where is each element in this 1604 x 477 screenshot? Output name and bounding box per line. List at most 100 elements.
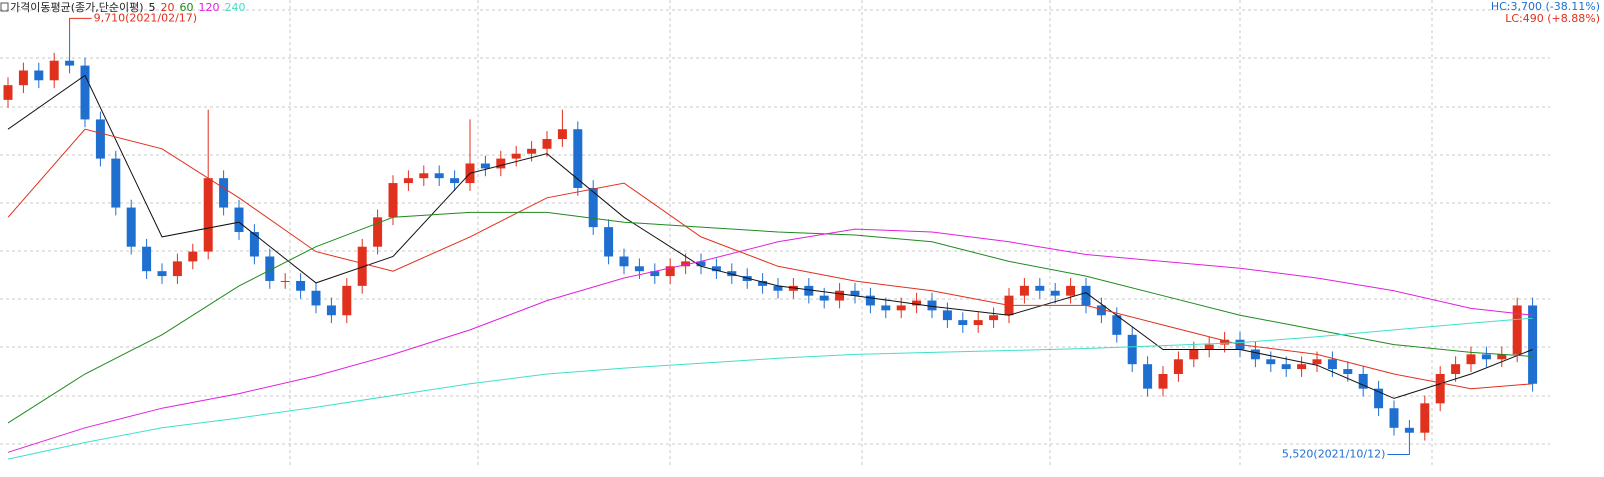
candle-body: [958, 320, 968, 326]
legend-entry: 5: [149, 1, 156, 14]
candle-body: [157, 271, 167, 277]
candle-body: [1158, 373, 1168, 389]
candle-body: [450, 178, 460, 184]
candle-body: [557, 129, 567, 140]
candle-body: [419, 173, 429, 179]
candle-body: [249, 232, 259, 257]
candle-body: [1466, 354, 1476, 365]
candle-body: [111, 158, 121, 208]
candle-body: [1250, 349, 1260, 360]
candle-body: [234, 207, 244, 233]
ma-line: [7, 228, 1533, 453]
candle-body: [95, 119, 105, 159]
candle-body: [18, 70, 28, 86]
annotation-label: 9,710(2021/02/17): [94, 11, 197, 24]
candle-body: [1143, 364, 1153, 389]
candle-body: [527, 148, 537, 154]
candle-body: [573, 129, 583, 188]
candle-body: [1050, 290, 1060, 296]
candle-body: [296, 280, 306, 291]
candle-body: [1497, 354, 1507, 360]
candle-body: [604, 227, 614, 257]
annotation-arrow: [69, 17, 92, 31]
candle-body: [203, 178, 213, 252]
ma-line: [7, 74, 1533, 399]
candle-body: [1512, 305, 1522, 355]
candle-body: [1528, 305, 1538, 384]
candle-body: [912, 300, 922, 306]
candle-body: [373, 217, 383, 247]
candle-body: [496, 158, 506, 169]
candle-body: [1451, 364, 1461, 374]
candle-body: [1266, 359, 1276, 365]
candle-body: [511, 153, 521, 159]
candle-body: [1343, 369, 1353, 374]
candle-body: [434, 173, 444, 179]
candle-body: [665, 266, 675, 277]
candle-body: [927, 300, 937, 311]
candle-body: [1127, 334, 1137, 365]
candle-body: [1358, 373, 1368, 389]
candle-body: [835, 290, 845, 301]
candle-body: [850, 290, 860, 296]
candle-body: [403, 178, 413, 184]
annotation-label: 5,520(2021/10/12): [1282, 448, 1385, 461]
candle-body: [1435, 373, 1445, 404]
candle-body: [819, 295, 829, 301]
legend-entry: 20: [161, 1, 175, 14]
candle-body: [619, 256, 629, 267]
candle-body: [480, 163, 490, 169]
candle-body: [1481, 354, 1491, 360]
candle-body: [342, 285, 352, 316]
legend-entry: 240: [225, 1, 246, 14]
candle-body: [1281, 364, 1291, 370]
candle-body: [388, 183, 398, 218]
candle-body: [865, 295, 875, 306]
candle-body: [172, 261, 182, 277]
candle-body: [989, 315, 999, 321]
candle-body: [3, 85, 13, 100]
ma-line: [7, 128, 1533, 390]
candle-body: [973, 320, 983, 326]
legend-entry: 120: [199, 1, 220, 14]
grid: [0, 0, 1550, 466]
candle-body: [219, 178, 229, 208]
candle-body: [126, 207, 136, 247]
candle-body: [1096, 305, 1106, 316]
candle-body: [1112, 315, 1122, 335]
candle-body: [758, 280, 768, 286]
candle-body: [1297, 364, 1307, 370]
annotation-arrow: [1387, 440, 1410, 456]
candle-body: [634, 266, 644, 272]
candle-body: [357, 246, 367, 286]
candle-body: [650, 271, 660, 277]
candle-body: [1035, 285, 1045, 291]
candle-body: [1066, 285, 1076, 296]
candle-body: [311, 290, 321, 306]
candle-body: [1220, 339, 1230, 345]
candle-body: [1081, 285, 1091, 306]
candle-body: [1389, 408, 1399, 428]
candle-body: [1312, 359, 1322, 365]
lc-label: LC:490 (+8.88%): [1505, 12, 1600, 25]
candle-body: [896, 305, 906, 311]
hc-label: HC:3,700 (-38.11%): [1491, 0, 1600, 13]
candle-body: [542, 139, 552, 149]
candle-body: [1189, 349, 1199, 360]
candle-body: [80, 65, 90, 120]
candle-body: [881, 305, 891, 311]
candle-body: [588, 187, 598, 228]
candle-body: [65, 60, 75, 66]
ma-line: [7, 317, 1533, 460]
candle-body: [942, 310, 952, 321]
candle-body: [681, 261, 691, 267]
candle-body: [1374, 388, 1384, 409]
candle-body: [696, 261, 706, 267]
candle-body: [1019, 285, 1029, 296]
candle-body: [1173, 359, 1183, 374]
candle-body: [265, 256, 275, 281]
legend-icon: [0, 2, 9, 12]
candle-body: [711, 266, 721, 272]
candle-body: [34, 70, 44, 81]
candle-body: [280, 280, 290, 282]
